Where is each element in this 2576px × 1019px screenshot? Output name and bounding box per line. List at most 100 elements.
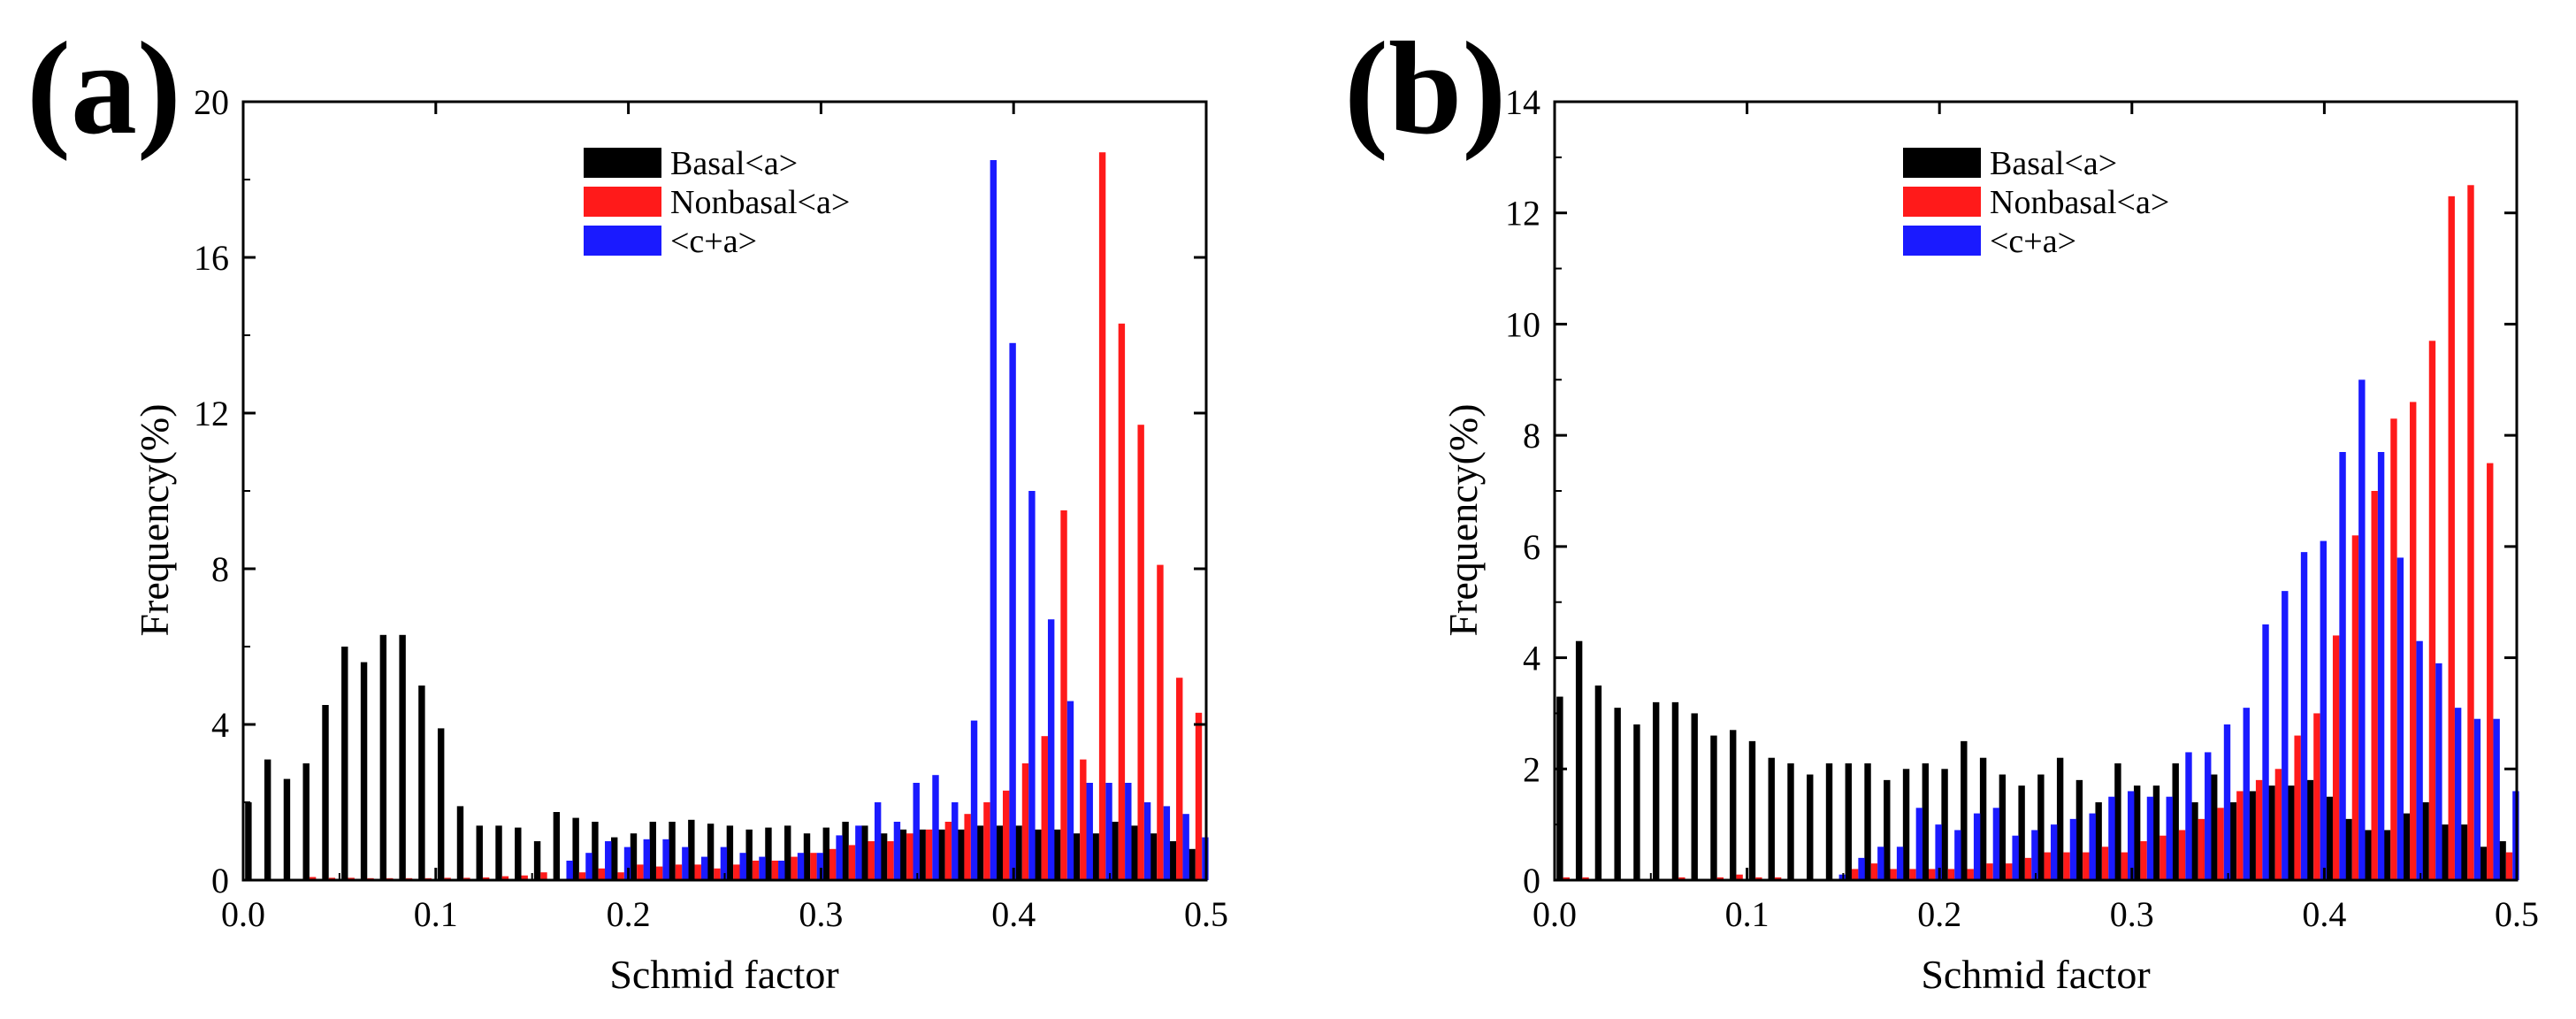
y-tick-label-b-7: 14: [1505, 82, 1540, 122]
bar-b-s1-46: [2448, 195, 2455, 881]
bar-b-s1-21: [1967, 869, 1974, 880]
bar-b-s0-37: [2268, 785, 2275, 880]
bar-a-s0-44: [1092, 833, 1099, 880]
bar-b-s2-35: [2243, 708, 2250, 880]
bar-a-s0-20: [630, 833, 638, 880]
bar-b-s2-21: [1973, 813, 1981, 880]
bar-b-s2-32: [2185, 752, 2192, 880]
bar-a-s0-25: [726, 825, 734, 880]
legend-label-b-0: Basal<a>: [1990, 145, 2117, 182]
bar-b-s1-49: [2505, 852, 2513, 880]
bar-a-s1-26: [752, 861, 760, 880]
bar-b-s2-42: [2377, 452, 2385, 880]
bar-b-s1-16: [1870, 863, 1878, 880]
bar-b-s0-48: [2480, 847, 2488, 880]
x-tick-label-a-2: 0.2: [607, 894, 651, 934]
bar-a-s1-35: [925, 829, 933, 880]
bars-b: [1556, 185, 2519, 881]
bar-a-s0-16: [553, 812, 561, 880]
bar-a-s0-30: [822, 827, 829, 880]
bar-b-s2-22: [1992, 808, 2000, 880]
bar-a-s0-11: [456, 806, 464, 880]
bar-b-s0-11: [1768, 757, 1775, 880]
bar-b-s2-26: [2069, 818, 2077, 880]
bar-a-s1-41: [1041, 736, 1048, 880]
bar-a-s0-12: [476, 825, 483, 880]
bar-b-s2-25: [2050, 824, 2058, 880]
x-tick-label-a-0: 0.0: [221, 894, 265, 934]
series-b-0: [1556, 640, 2506, 880]
bar-a-s1-25: [733, 864, 740, 880]
bar-a-s0-27: [765, 827, 772, 880]
bar-b-s0-45: [2422, 802, 2429, 880]
legend-swatch-b-1: [1903, 187, 1981, 217]
bar-b-s0-23: [1999, 774, 2007, 880]
y-axis-b: 0 2 4 6 8 10 12 14: [1505, 82, 2517, 900]
bar-b-s0-19: [1922, 763, 1930, 880]
bar-a-s0-4: [322, 705, 329, 880]
y-tick-label-b-5: 10: [1505, 304, 1540, 344]
bar-b-s2-17: [1896, 847, 1904, 880]
bar-b-s0-47: [2460, 824, 2468, 880]
bar-a-s1-44: [1098, 152, 1106, 880]
y-axis-label-b: Frequency(%): [1441, 403, 1486, 636]
bar-b-s2-37: [2282, 591, 2289, 880]
bar-a-s0-6: [360, 662, 368, 880]
bar-a-s2-41: [1047, 619, 1055, 880]
bar-a-s0-47: [1150, 833, 1158, 880]
bar-b-s2-28: [2108, 796, 2115, 880]
bar-b-s2-36: [2262, 624, 2269, 880]
bar-a-s2-40: [1028, 491, 1036, 880]
bar-a-s2-16: [566, 861, 573, 880]
y-tick-label-a-4: 16: [194, 238, 229, 278]
bar-b-s1-22: [1986, 863, 1993, 880]
bar-a-s0-0: [245, 802, 252, 880]
bar-b-s0-38: [2288, 785, 2295, 880]
bar-a-s2-24: [720, 847, 728, 880]
bar-a-s0-15: [533, 841, 541, 880]
bar-a-s0-29: [803, 833, 811, 880]
bar-a-s1-46: [1137, 425, 1144, 880]
bar-a-s1-18: [598, 868, 606, 880]
bar-b-s2-27: [2089, 813, 2096, 880]
bar-b-s2-24: [2031, 830, 2038, 880]
bar-a-s2-19: [623, 847, 631, 880]
bar-b-s2-43: [2396, 557, 2404, 880]
bar-b-s0-28: [2095, 802, 2102, 880]
x-tick-label-a-3: 0.3: [799, 894, 843, 934]
bar-a-s0-40: [1015, 825, 1022, 880]
y-tick-label-a-0: 0: [211, 861, 229, 900]
bar-b-s1-35: [2236, 791, 2243, 880]
bar-b-s0-12: [1787, 763, 1794, 880]
legend-swatch-a-2: [584, 226, 661, 256]
bar-b-s1-19: [1929, 869, 1936, 880]
bar-b-s0-22: [1979, 757, 1987, 880]
bar-a-s1-17: [578, 872, 586, 880]
bar-a-s2-36: [952, 802, 959, 880]
panel-label-b: (b): [1344, 15, 1506, 162]
bar-b-s0-16: [1864, 763, 1871, 880]
bar-b-s0-31: [2152, 785, 2160, 880]
bar-b-s1-32: [2178, 830, 2186, 880]
bar-a-s1-36: [944, 822, 952, 880]
bar-b-s0-18: [1902, 769, 1910, 880]
bar-a-s0-32: [861, 825, 868, 880]
bar-b-s1-47: [2467, 185, 2474, 881]
bar-a-s0-17: [572, 817, 579, 880]
bar-b-s1-18: [1909, 869, 1916, 880]
bar-b-s0-9: [1730, 730, 1737, 880]
bar-a-s2-33: [893, 822, 901, 880]
x-axis-label-a: Schmid factor: [609, 952, 838, 997]
x-axis-b: 0.0 0.1 0.2 0.3 0.4 0.5: [1533, 102, 2539, 934]
x-tick-label-a-1: 0.1: [414, 894, 458, 934]
bar-b-s2-16: [1877, 847, 1884, 880]
bar-a-s1-42: [1060, 510, 1067, 880]
bar-b-s1-0: [1563, 877, 1570, 880]
bar-b-s2-47: [2473, 718, 2481, 880]
bar-a-s0-9: [418, 686, 425, 880]
x-tick-label-b-3: 0.3: [2110, 894, 2154, 934]
bar-b-s1-31: [2159, 835, 2167, 880]
legend-swatch-b-2: [1903, 226, 1981, 256]
bar-a-s2-39: [1009, 342, 1016, 880]
y-tick-label-b-4: 8: [1523, 416, 1540, 456]
